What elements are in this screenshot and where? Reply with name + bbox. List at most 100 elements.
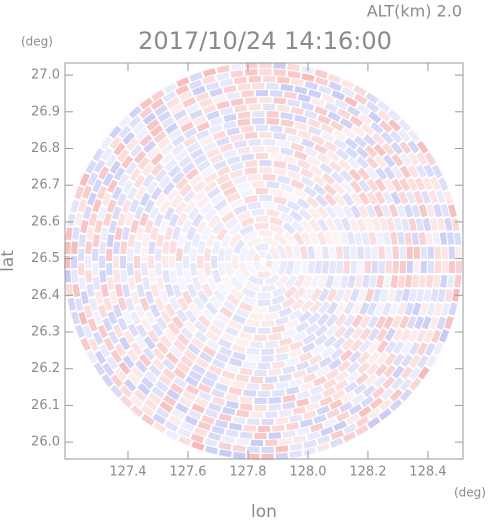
echo-cell xyxy=(186,226,197,241)
x-tick-label: 127.4 xyxy=(109,465,146,480)
echo-cell xyxy=(275,445,289,453)
echo-cell xyxy=(194,320,208,334)
echo-cell xyxy=(71,270,79,283)
echo-cell xyxy=(145,290,155,305)
echo-cell xyxy=(268,246,280,260)
echo-cell xyxy=(211,425,225,435)
echo-cell xyxy=(253,261,261,270)
echo-cell xyxy=(216,65,230,74)
echo-cell xyxy=(308,125,322,136)
echo-cell xyxy=(307,312,321,325)
echo-cell xyxy=(237,83,251,91)
echo-cell xyxy=(187,343,201,356)
echo-cell xyxy=(258,229,274,238)
echo-cell xyxy=(63,234,65,247)
echo-cell xyxy=(186,141,201,154)
echo-cell xyxy=(142,347,156,361)
echo-cell xyxy=(300,261,308,275)
echo-cell xyxy=(389,130,403,144)
echo-cell xyxy=(236,182,251,192)
echo-cell xyxy=(229,169,244,179)
echo-cell xyxy=(284,286,298,299)
echo-cell xyxy=(265,273,280,285)
echo-cell xyxy=(371,261,378,274)
y-tick-label: 26.7 xyxy=(31,178,60,193)
echo-cell xyxy=(444,217,453,231)
echo-cell xyxy=(292,331,307,342)
echo-cell xyxy=(400,366,413,380)
echo-cell xyxy=(182,290,193,305)
echo-cell xyxy=(334,301,347,316)
echo-cell xyxy=(340,217,352,232)
echo-cell xyxy=(78,277,87,290)
echo-cell xyxy=(139,297,150,312)
echo-cell xyxy=(292,232,305,246)
echo-cell xyxy=(330,347,344,361)
echo-cell xyxy=(202,104,217,114)
echo-cell xyxy=(237,210,251,222)
echo-cell xyxy=(373,204,384,218)
echo-cell xyxy=(165,429,179,441)
echo-cell xyxy=(151,89,165,102)
echo-cell xyxy=(246,237,261,249)
echo-cell xyxy=(92,148,104,162)
echo-cell xyxy=(212,318,226,331)
x-axis-label: lon xyxy=(251,502,277,521)
echo-cell xyxy=(215,419,229,429)
echo-cell xyxy=(309,354,323,366)
echo-cell xyxy=(272,286,287,298)
echo-cell xyxy=(268,332,282,341)
echo-cell xyxy=(92,277,101,290)
echo-cell xyxy=(194,427,208,437)
echo-cell xyxy=(270,153,283,161)
echo-cell xyxy=(316,442,330,453)
echo-cell xyxy=(197,160,211,172)
echo-cell xyxy=(404,302,414,316)
echo-cell xyxy=(329,437,344,448)
echo-cell xyxy=(431,329,442,344)
echo-cell xyxy=(176,212,188,227)
echo-cell xyxy=(110,349,123,364)
echo-cell xyxy=(292,406,306,415)
echo-cell xyxy=(339,349,353,362)
echo-cell xyxy=(149,304,161,318)
echo-cell xyxy=(344,381,358,394)
echo-cell xyxy=(311,344,326,356)
echo-cell xyxy=(375,315,387,330)
echo-cell xyxy=(108,220,118,234)
echo-cell xyxy=(204,408,219,419)
echo-cell xyxy=(135,186,147,200)
echo-cell xyxy=(201,226,212,241)
echo-cell xyxy=(282,430,296,438)
echo-cell xyxy=(206,233,217,248)
echo-cell xyxy=(307,245,315,259)
echo-cell xyxy=(157,110,172,123)
echo-cell xyxy=(177,427,191,438)
echo-cell xyxy=(185,168,199,181)
echo-cell xyxy=(136,324,148,338)
echo-cell xyxy=(147,146,160,160)
echo-cell xyxy=(432,232,441,245)
echo-cell xyxy=(367,328,380,342)
echo-cell xyxy=(420,246,427,259)
echo-cell xyxy=(404,232,413,245)
echo-cell xyxy=(131,366,144,380)
echo-cell xyxy=(99,241,107,254)
echo-cell xyxy=(364,145,378,158)
echo-cell xyxy=(283,155,298,165)
echo-cell xyxy=(156,341,169,355)
echo-cell xyxy=(141,376,154,390)
echo-cell xyxy=(411,274,420,288)
echo-cell xyxy=(251,180,265,188)
echo-cell xyxy=(192,180,206,193)
echo-cell xyxy=(330,429,344,440)
echo-cell xyxy=(314,334,328,346)
echo-cell xyxy=(266,111,279,118)
echo-cell xyxy=(212,94,227,104)
echo-cell xyxy=(385,261,393,274)
echo-cell xyxy=(293,435,307,444)
echo-cell xyxy=(437,217,446,231)
echo-cell xyxy=(117,213,127,227)
echo-cell xyxy=(117,148,130,163)
echo-cell xyxy=(298,310,312,323)
